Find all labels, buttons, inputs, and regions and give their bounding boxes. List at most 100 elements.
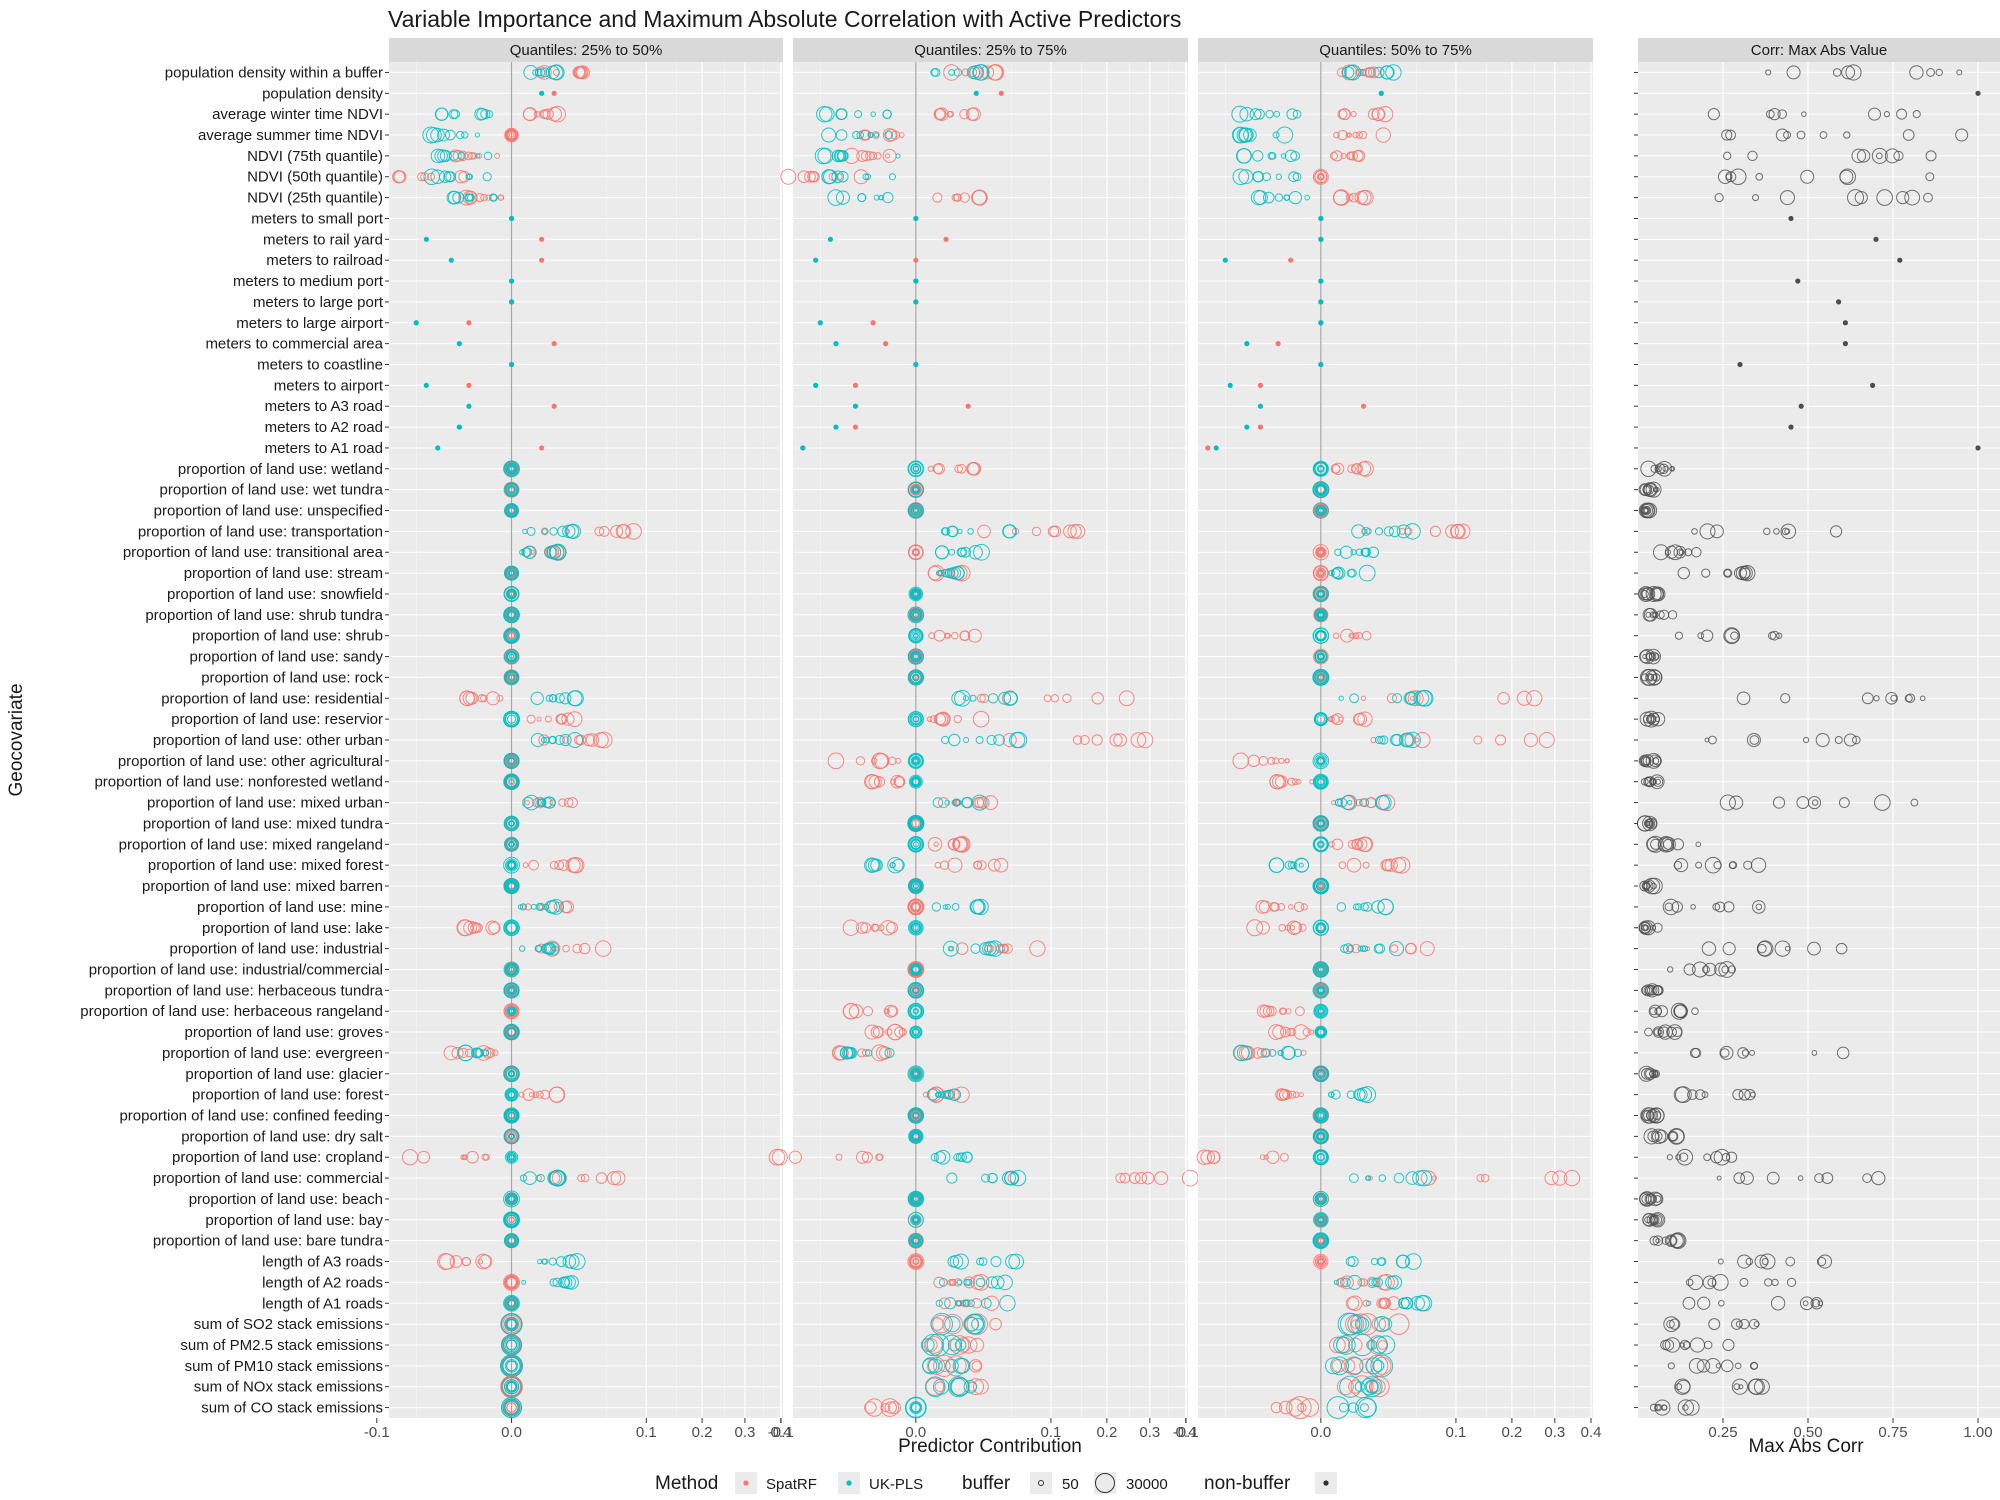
point-corr	[1750, 857, 1767, 873]
point-spatrf	[458, 1047, 469, 1059]
point-uk-pls	[921, 1333, 945, 1357]
point-spatrf	[884, 153, 891, 159]
point-uk-pls	[910, 1005, 922, 1017]
point-spatrf	[1134, 1171, 1148, 1185]
point-corr	[1755, 903, 1763, 911]
point-corr	[1687, 1089, 1698, 1100]
point-uk-pls	[1315, 505, 1327, 517]
x-tick-label: 0.0	[1310, 1424, 1331, 1441]
point-spatrf	[953, 193, 962, 202]
point-uk-pls	[910, 776, 922, 788]
point-uk-pls-nonbuffer	[1318, 361, 1324, 368]
point-spatrf	[475, 1253, 492, 1270]
point-uk-pls	[1312, 1232, 1330, 1250]
point-spatrf	[1315, 1255, 1327, 1268]
point-uk-pls	[912, 632, 919, 639]
point-corr	[1645, 481, 1662, 498]
point-spatrf	[959, 630, 971, 641]
point-corr	[1807, 941, 1821, 956]
legend-label-buffer-large: 30000	[1126, 1476, 1168, 1493]
point-corr	[1717, 169, 1733, 184]
point-uk-pls	[1400, 1297, 1414, 1310]
point-corr	[1835, 942, 1848, 955]
point-uk-pls	[942, 1090, 952, 1100]
point-uk-pls	[1367, 546, 1380, 559]
point-uk-pls	[907, 648, 925, 665]
point-uk-pls	[1341, 794, 1358, 811]
y-tick-label: proportion of land use: mine	[197, 899, 383, 916]
point-uk-pls	[941, 735, 950, 745]
point-uk-pls	[1392, 693, 1403, 704]
point-spatrf	[1340, 152, 1347, 159]
point-uk-pls	[1342, 943, 1354, 955]
point-spatrf	[1378, 794, 1396, 812]
point-spatrf	[1259, 1154, 1266, 1161]
point-corr	[1749, 1091, 1756, 1098]
point-spatrf	[561, 712, 575, 726]
point-uk-pls	[908, 774, 923, 789]
point-corr	[1641, 669, 1658, 686]
point-corr	[1904, 694, 1913, 703]
point-uk-pls	[1316, 673, 1326, 682]
point-corr-nonbuffer	[1788, 424, 1794, 430]
point-spatrf	[1317, 570, 1324, 577]
point-corr	[1654, 1007, 1662, 1016]
point-corr-nonbuffer	[1873, 236, 1879, 242]
point-uk-pls	[1275, 173, 1282, 180]
point-uk-pls	[1313, 774, 1329, 790]
point-uk-pls	[1340, 944, 1349, 954]
point-spatrf	[938, 1297, 951, 1310]
point-uk-pls	[944, 1315, 961, 1333]
point-spatrf	[1302, 1027, 1312, 1037]
point-uk-pls	[942, 904, 948, 910]
point-corr	[1923, 192, 1933, 203]
point-spatrf	[508, 1112, 515, 1119]
point-spatrf	[1314, 170, 1328, 184]
x-tick-label: 0.2	[1096, 1424, 1117, 1441]
point-uk-pls	[506, 589, 517, 599]
legend-key-buffer-small	[1038, 1480, 1044, 1486]
y-axis-title: Geocovariate	[6, 683, 27, 796]
point-spatrf	[907, 1253, 925, 1270]
point-uk-pls	[908, 837, 923, 852]
point-spatrf	[1315, 672, 1326, 683]
point-corr	[1643, 1067, 1657, 1081]
point-uk-pls	[503, 961, 520, 978]
point-uk-pls	[1316, 652, 1325, 661]
point-uk-pls	[1388, 525, 1401, 538]
point-uk-pls	[1252, 171, 1264, 183]
point-uk-pls	[504, 1296, 519, 1311]
point-uk-pls	[1313, 878, 1329, 894]
point-uk-pls	[1379, 735, 1389, 745]
point-corr	[1909, 65, 1924, 80]
point-spatrf	[1356, 190, 1372, 206]
point-uk-pls	[944, 1297, 957, 1310]
point-uk-pls	[504, 920, 519, 935]
point-corr	[1669, 1128, 1685, 1144]
point-uk-pls	[952, 798, 961, 807]
point-uk-pls	[465, 173, 473, 181]
point-corr	[1736, 691, 1751, 706]
point-uk-pls	[912, 1237, 920, 1245]
point-corr	[1651, 1069, 1660, 1079]
point-uk-pls	[905, 1397, 927, 1418]
point-spatrf	[475, 1045, 492, 1061]
point-spatrf	[1386, 1296, 1401, 1311]
point-uk-pls	[1313, 481, 1329, 498]
point-spatrf	[1315, 1214, 1327, 1226]
y-tick-label: proportion of land use: mixed urban	[147, 795, 383, 812]
point-uk-pls	[507, 485, 516, 494]
y-tick-label: proportion of land use: lake	[202, 920, 383, 937]
point-uk-pls	[508, 465, 516, 473]
point-uk-pls	[1315, 1235, 1327, 1246]
point-uk-pls	[1314, 713, 1327, 726]
point-corr	[1861, 692, 1874, 705]
point-uk-pls	[910, 1402, 922, 1413]
point-uk-pls	[908, 586, 924, 602]
point-spatrf	[910, 901, 922, 913]
point-uk-pls	[909, 1109, 923, 1122]
point-corr	[1664, 1234, 1678, 1247]
point-spatrf	[1258, 755, 1269, 766]
point-spatrf	[1286, 1027, 1295, 1037]
point-spatrf	[518, 1091, 525, 1098]
